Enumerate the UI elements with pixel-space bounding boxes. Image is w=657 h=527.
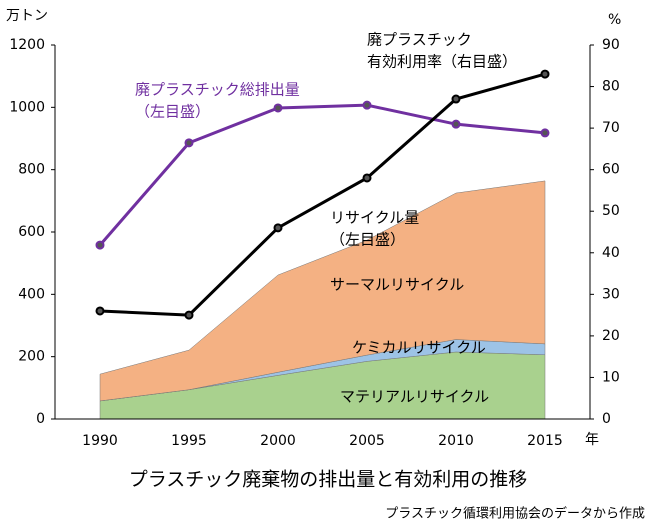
y2-tick-label: 0 (602, 411, 611, 427)
annotation: （左目盛） (135, 103, 210, 121)
marker (184, 138, 194, 148)
y2-tick-label: 80 (602, 79, 620, 95)
x-tick-label: 2005 (349, 433, 385, 449)
annotation: ケミカルリサイクル (352, 339, 486, 357)
y2-tick-label: 10 (602, 369, 620, 385)
x-tick-label: 2010 (438, 433, 474, 449)
source: プラスチック循環利用協会のデータから作成 (385, 506, 645, 522)
annotation: 廃プラスチック総排出量 (135, 81, 300, 99)
annotation: リサイクル量 (330, 209, 419, 227)
annotation: サーマルリサイクル (330, 276, 464, 294)
x-unit: 年 (585, 432, 599, 448)
y-tick-label: 200 (18, 349, 45, 365)
line (99, 72, 546, 317)
marker (540, 69, 550, 79)
marker (95, 306, 105, 316)
y2-tick-label: 30 (602, 286, 620, 302)
x-tick-label: 2000 (260, 433, 296, 449)
x-tick-label: 1995 (171, 433, 207, 449)
marker (540, 128, 550, 138)
marker (451, 119, 461, 129)
x-tick-label: 1990 (82, 433, 118, 449)
annotation: （左目盛） (330, 231, 405, 249)
chart-title: プラスチック廃棄物の排出量と有効利用の推移 (129, 469, 528, 491)
marker (273, 103, 283, 113)
marker (184, 310, 194, 320)
y2-tick-label: 90 (602, 37, 620, 53)
line (98, 103, 546, 247)
annotation: 廃プラスチック (367, 31, 472, 49)
marker (95, 240, 105, 250)
annotation: 有効利用率（右目盛） (367, 53, 517, 71)
y-tick-label: 600 (18, 224, 45, 240)
y-tick-label: 800 (18, 162, 45, 178)
x-tick-label: 2015 (527, 433, 563, 449)
area (99, 180, 546, 402)
y-tick-label: 0 (36, 411, 45, 427)
marker (273, 223, 283, 233)
y2-unit: % (608, 12, 621, 28)
y2-tick-label: 70 (602, 120, 620, 136)
marker (451, 94, 461, 104)
marker (362, 100, 372, 110)
y-unit: 万トン (6, 8, 48, 24)
annotation: マテリアルリサイクル (340, 388, 489, 406)
y-tick-label: 400 (18, 286, 45, 302)
y2-tick-label: 20 (602, 328, 620, 344)
y2-tick-label: 50 (602, 203, 620, 219)
y-tick-label: 1200 (9, 37, 45, 53)
y-tick-label: 1000 (9, 99, 45, 115)
marker (362, 173, 372, 183)
y2-tick-label: 60 (602, 162, 620, 178)
y2-tick-label: 40 (602, 245, 620, 261)
